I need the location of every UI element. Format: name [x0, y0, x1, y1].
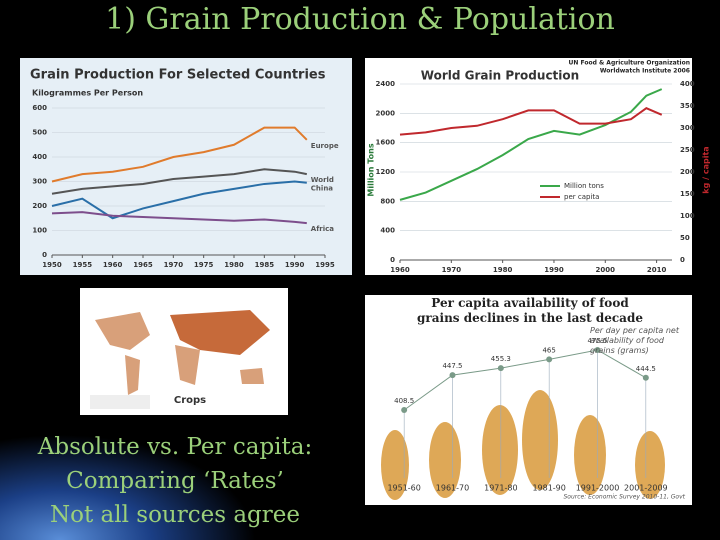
series-label: Europe — [311, 142, 339, 150]
source: UN Food & Agriculture Organization — [569, 60, 690, 67]
y2-tick-label: 400 — [680, 80, 695, 88]
series-line — [51, 180, 307, 220]
chart-title: Grain Production For Selected Countries — [30, 68, 326, 83]
point — [401, 407, 408, 413]
y-tick-label: 600 — [32, 104, 47, 112]
series-label: Africa — [311, 225, 334, 233]
caption-line: Not all sources agree — [50, 502, 300, 528]
caption: Absolute vs. Per capita: Comparing ‘Rate… — [10, 430, 340, 532]
y-tick-label: 1600 — [376, 139, 396, 147]
y-tick-label: 0 — [390, 256, 395, 264]
slide-title: 1) Grain Production & Population — [105, 2, 615, 37]
y2-tick-label: 100 — [680, 212, 695, 220]
x-tick-label: 1971-80 — [484, 484, 517, 493]
y-tick-label: 100 — [32, 227, 47, 235]
y-tick-label: 800 — [380, 197, 395, 205]
x-tick-label: 1985 — [255, 261, 275, 269]
x-tick-label: 1981-90 — [532, 484, 565, 493]
x-tick-label: 1995 — [315, 261, 335, 269]
panel — [365, 58, 692, 275]
series-line — [399, 88, 663, 201]
y2-tick-label: 0 — [680, 256, 685, 264]
series-label: China — [311, 185, 334, 193]
series-line — [51, 168, 307, 195]
point — [449, 372, 456, 379]
y-tick-label: 300 — [32, 178, 47, 186]
y-tick-label: 2400 — [376, 80, 396, 88]
value-label: 465 — [542, 346, 555, 354]
x-tick-label: 1950 — [42, 261, 62, 269]
y-axis-label: Kilogrammes Per Person — [32, 89, 143, 98]
panel — [20, 58, 352, 275]
x-tick-label: 1980 — [224, 261, 244, 269]
y-tick-label: 200 — [32, 202, 47, 210]
point — [546, 356, 553, 363]
value-label: 408.5 — [394, 397, 414, 405]
series-line — [399, 107, 663, 136]
legend-label: per capita — [564, 193, 599, 201]
x-tick-label: 1991-2000 — [576, 484, 620, 493]
x-tick-label: 1990 — [544, 266, 564, 274]
x-tick-label: 1955 — [73, 261, 93, 269]
x-tick-label: 1990 — [285, 261, 305, 269]
caption-line: Comparing ‘Rates’ — [66, 468, 284, 494]
x-tick-label: 1980 — [493, 266, 513, 274]
y-tick-label: 0 — [42, 251, 47, 259]
legend-label: Million tons — [564, 182, 604, 190]
x-tick-label: 1970 — [164, 261, 184, 269]
caption-line: Absolute vs. Per capita: — [37, 434, 313, 460]
y2-tick-label: 300 — [680, 124, 695, 132]
y2-tick-label: 150 — [680, 190, 695, 198]
y-axis-label: Million Tons — [367, 143, 376, 196]
series-line — [51, 211, 307, 225]
y-tick-label: 500 — [32, 129, 47, 137]
y-tick-label: 400 — [32, 153, 47, 161]
map-label: Crops — [174, 395, 206, 406]
y-tick-label: 1200 — [376, 168, 396, 176]
x-tick-label: 1960 — [103, 261, 123, 269]
x-tick-label: 2000 — [596, 266, 616, 274]
y-tick-label: 400 — [380, 227, 395, 235]
value-label: 455.3 — [491, 355, 511, 363]
x-tick-label: 1975 — [194, 261, 214, 269]
point — [594, 347, 601, 353]
y2-tick-label: 250 — [680, 146, 695, 154]
y-tick-label: 2000 — [376, 109, 396, 117]
x-tick-label: 1951-60 — [387, 484, 420, 493]
value-label: 444.5 — [636, 365, 656, 373]
point — [642, 374, 649, 381]
x-tick-label: 1970 — [442, 266, 462, 274]
y2-tick-label: 350 — [680, 102, 695, 110]
legend-text: Per day per capita net availability of f… — [590, 326, 679, 355]
x-tick-label: 1961-70 — [436, 484, 469, 493]
y2-tick-label: 200 — [680, 168, 695, 176]
source: Source: Economic Survey 2010-11, Govt — [563, 494, 685, 501]
series-line — [403, 349, 647, 411]
map-shapes — [90, 310, 270, 409]
value-label: 447.5 — [442, 362, 462, 370]
point — [497, 365, 504, 372]
series-label: World — [311, 176, 334, 184]
wheat-decoration — [381, 390, 665, 500]
y2-axis-label: kg / capita — [702, 146, 711, 193]
chart-title: World Grain Production — [421, 69, 579, 83]
chart-title: Per capita availability of food grains d… — [417, 296, 643, 325]
series-line — [51, 126, 308, 183]
x-tick-label: 2010 — [647, 266, 667, 274]
value-label: 475.5 — [587, 337, 607, 345]
source: Worldwatch Institute 2006 — [600, 68, 690, 75]
x-tick-label: 1960 — [390, 266, 410, 274]
y2-tick-label: 50 — [680, 234, 690, 242]
x-tick-label: 2001-2009 — [624, 484, 668, 493]
x-tick-label: 1965 — [133, 261, 153, 269]
